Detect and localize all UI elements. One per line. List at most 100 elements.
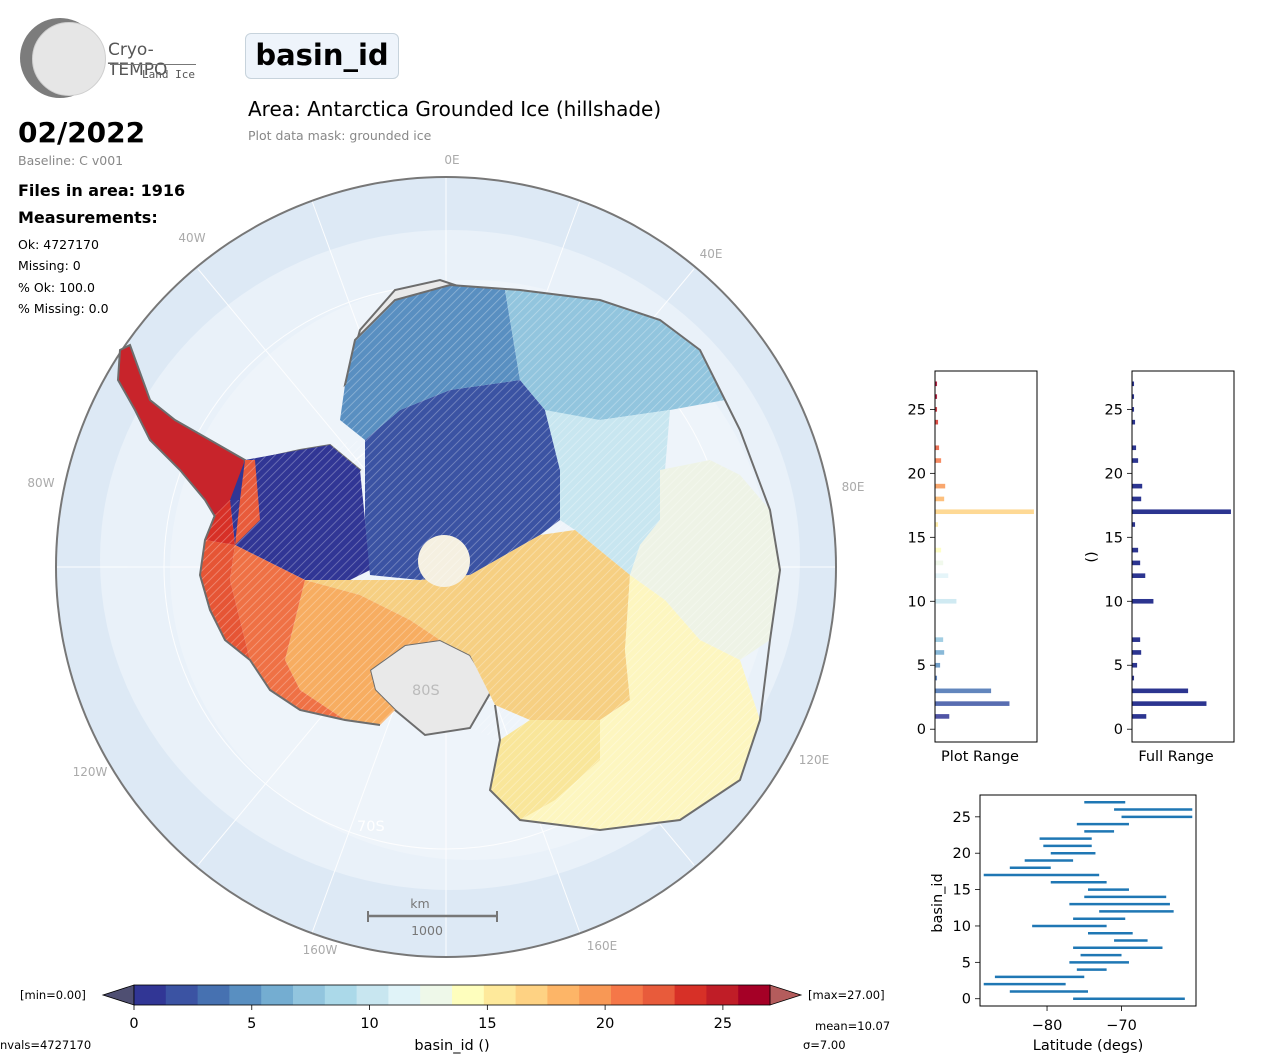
- latitude-label-70s: 70S: [357, 819, 385, 835]
- longitude-label: 80W: [27, 476, 54, 490]
- histogram-full-range-yticks: 0 5 10 15 20 25: [1105, 402, 1132, 738]
- histogram-bar: [935, 509, 1034, 515]
- stat-percent-ok: % Ok: 100.0: [18, 280, 95, 295]
- plot-mask-label: Plot data mask: grounded ice: [248, 128, 432, 143]
- coastline: [198, 283, 782, 832]
- colorbar-max-label: [max=27.00]: [808, 988, 885, 1002]
- colorbar-max-arrow: [769, 984, 803, 1006]
- histogram-bar: [1132, 701, 1207, 706]
- histogram-bar: [1132, 407, 1135, 412]
- colorbar-segment: [388, 985, 421, 1005]
- colorbar-segment: [547, 985, 580, 1005]
- longitude-label: 40E: [700, 247, 723, 261]
- histogram-bar: [1132, 547, 1139, 553]
- histogram-bar: [935, 381, 938, 387]
- histogram-bar: [1132, 637, 1141, 642]
- histogram-ytick-label: 25: [1105, 402, 1123, 418]
- histogram-ytick-label: 10: [908, 594, 926, 610]
- colorbar-tick-label: 10: [360, 1016, 378, 1032]
- colorbar-segment: [229, 985, 262, 1005]
- colorbar-tick-label: 20: [596, 1016, 614, 1032]
- map-globe: 0E 40E 80E 120E 160E 160W 120W 80W 40W 80S 70S k…: [27, 153, 864, 958]
- colorbar-tick-label: 25: [714, 1016, 732, 1032]
- latitude-plot-xtick-label: −70: [1106, 1018, 1137, 1034]
- histogram-bar: [935, 483, 946, 489]
- colorbar-tick-label: 15: [478, 1016, 496, 1032]
- histogram-plot-range-bars: [935, 381, 1034, 719]
- colorbar-segment: [579, 985, 612, 1005]
- nvals-label: nvals=4727170: [0, 1038, 91, 1052]
- colorbar-min-arrow: [101, 984, 135, 1006]
- histogram-bar: [1132, 598, 1154, 604]
- longitude-label: 120E: [799, 753, 830, 767]
- colorbar-segment: [706, 985, 739, 1005]
- colorbar-segment: [642, 985, 676, 1005]
- colorbar-segment: [134, 985, 167, 1005]
- histogram-plot-range-xlabel: Plot Range: [941, 749, 1019, 765]
- date-label: 02/2022: [18, 116, 146, 149]
- latitude-plot-xtick-label: −80: [1032, 1018, 1063, 1034]
- mean-label: mean=10.07: [815, 1019, 890, 1033]
- colorbar-segment: [197, 985, 230, 1005]
- histogram-bar: [1132, 445, 1137, 451]
- histogram-ytick-label: 15: [1105, 530, 1123, 546]
- longitude-label: 160E: [587, 939, 618, 953]
- histogram-bar: [935, 547, 942, 553]
- latitude-label-80s: 80S: [412, 683, 440, 699]
- files-in-area-label: Files in area: 1916: [18, 181, 186, 200]
- histogram-ytick-label: 5: [917, 658, 926, 674]
- histogram-ytick-label: 20: [908, 466, 926, 482]
- colorbar-segment: [483, 985, 517, 1005]
- colorbar-segment: [165, 985, 199, 1005]
- area-title: Area: Antarctica Grounded Ice (hillshade…: [248, 97, 662, 121]
- logo-divider: [110, 64, 196, 65]
- latitude-plot-ytick-label: 10: [953, 919, 971, 935]
- histogram-bar: [935, 598, 957, 604]
- longitude-label: 160W: [303, 943, 338, 957]
- histogram-full-range-bars: [1132, 381, 1231, 719]
- histogram-bar: [935, 714, 950, 719]
- scale-bar-length: 1000: [411, 923, 443, 938]
- colorbar-label: basin_id (): [414, 1038, 489, 1054]
- histogram-bar: [935, 573, 949, 578]
- stat-percent-missing: % Missing: 0.0: [18, 301, 109, 316]
- colorbar-segment: [674, 985, 707, 1005]
- latitude-range-bars: [983, 801, 1193, 1000]
- scale-bar: km 1000: [367, 896, 498, 938]
- latitude-range-plot: 0 5 10 15 20 25 −80 −70 Latitude (degs) basin_…: [930, 794, 1197, 1054]
- longitude-labels: 0E 40E 80E 120E 160E 160W 120W 80W 40W: [27, 153, 864, 957]
- longitude-label: 40W: [178, 231, 205, 245]
- histogram-bar: [935, 560, 944, 566]
- histogram-bar: [1132, 560, 1141, 566]
- histogram-bar: [1132, 573, 1146, 578]
- colorbar-segments: [134, 985, 771, 1005]
- variable-name-box: basin_id: [245, 33, 399, 79]
- histogram-ytick-label: 0: [1114, 722, 1123, 738]
- histogram-bar: [1132, 662, 1138, 668]
- histogram-full-range: 0 5 10 15 20 25 () Full Range: [1084, 370, 1235, 765]
- histogram-bar: [935, 637, 944, 642]
- histogram-bar: [935, 394, 938, 399]
- latitude-plot-ylabel: basin_id: [930, 873, 946, 932]
- histogram-bar: [935, 445, 940, 451]
- histogram-ytick-label: 0: [917, 722, 926, 738]
- histogram-bar: [1132, 458, 1139, 463]
- logo-subtitle: Land Ice: [142, 68, 195, 81]
- colorbar-segment: [738, 985, 771, 1005]
- longitude-label: 80E: [842, 480, 865, 494]
- histogram-bar: [935, 496, 945, 502]
- colorbar-segment: [293, 985, 326, 1005]
- measurements-title: Measurements:: [18, 208, 158, 227]
- histogram-bar: [935, 701, 1010, 706]
- colorbar-segment: [420, 985, 453, 1005]
- histogram-bar: [1132, 688, 1189, 694]
- colorbar: [min=0.00] [max=27.00] 0 5 10 15 20 25 basin_…: [0, 984, 890, 1054]
- histogram-ytick-label: 10: [1105, 594, 1123, 610]
- histogram-plot-range: 0 5 10 15 20 25 Plot Range: [908, 370, 1038, 765]
- colorbar-tick-label: 5: [247, 1016, 256, 1032]
- colorbar-segment: [261, 985, 294, 1005]
- latitude-plot-ytick-label: 20: [953, 846, 971, 862]
- logo-globe-icon: [32, 22, 106, 96]
- histogram-bar: [1132, 381, 1135, 387]
- histogram-bar: [935, 522, 939, 527]
